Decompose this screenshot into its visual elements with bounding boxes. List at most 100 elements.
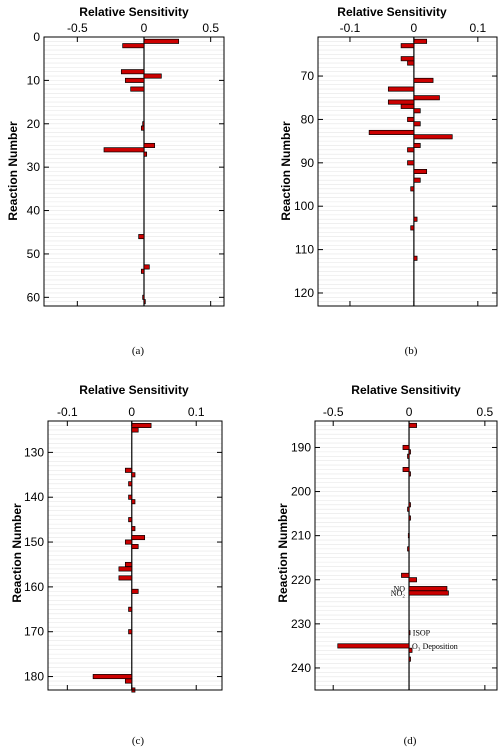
bar-reaction-149 [131,535,146,541]
bar-reaction-112 [413,255,418,261]
panel-b-caption: (b) [405,345,418,357]
bar-reaction-9 [143,73,162,79]
panel-d-xlabel: Relative Sensitivity [351,383,461,397]
y-tick-label: 160 [24,580,44,594]
x-tick-label: -0.5 [323,405,344,419]
bar-reaction-25 [143,142,156,148]
bar-reaction-238 [408,656,411,662]
bar-reaction-196 [408,471,411,477]
y-tick-label: 0 [33,30,40,44]
panel-d-caption: (d) [404,735,417,747]
bar-reaction-203 [408,502,411,508]
bar-reaction-220 [408,577,417,583]
y-tick-label: 60 [27,290,41,304]
panel-b-ylabel: Reaction Number [279,121,293,221]
y-tick-label: 40 [27,204,41,218]
bar-reaction-165 [128,606,133,612]
bar-reaction-190 [402,444,410,450]
x-tick-label: 0.5 [477,405,494,419]
bar-reaction-223 [408,590,449,596]
bar-reaction-73 [387,86,415,92]
y-tick-label: 120 [294,286,314,300]
gridlines [48,420,222,691]
bar-reaction-81 [413,121,421,127]
plot-frame [314,420,498,691]
y-tick-label: 220 [291,573,311,587]
gridlines [44,36,224,307]
bar-reaction-60 [142,294,145,300]
bar-reaction-180 [92,674,133,680]
bar-reaction-232 [408,630,411,636]
bar-reaction-161 [131,588,139,594]
y-tick-label: 110 [295,243,314,257]
bar-reaction-26 [103,147,145,153]
bar-reaction-213 [407,546,410,552]
bar-reaction-83 [368,129,415,135]
bar-reaction-181 [124,678,133,684]
bar-reaction-140 [128,494,133,500]
x-tick-label: 0.1 [188,405,205,419]
bar-reaction-46 [138,234,145,240]
bar-reaction-87 [407,147,415,153]
y-tick-label: 190 [291,440,311,454]
bar-reaction-12 [130,86,145,92]
bar-reaction-1 [143,38,180,44]
x-tick-label: 0 [128,405,135,419]
bar-reaction-53 [143,264,150,270]
panel-d-ylabel: Reaction Number [276,503,290,603]
bar-reaction-135 [131,472,136,478]
panel-c-caption: (c) [132,735,145,747]
bar-reaction-90 [407,160,415,166]
bar-reaction-236 [408,647,413,653]
y-tick-label: 70 [301,69,315,83]
bar-reaction-145 [128,517,133,523]
bar-reaction-219 [401,572,410,578]
bar-reaction-124 [131,422,152,428]
bar-reaction-92 [413,169,428,175]
bar-reaction-158 [118,575,133,581]
bar-reaction-170 [128,629,133,635]
bar-reaction-80 [407,116,415,122]
bar-reaction-20 [142,121,145,127]
y-tick-label: 200 [291,485,311,499]
annotation-label: ISOP [413,629,431,638]
bar-reaction-86 [413,142,421,148]
bar-reaction-134 [124,467,133,473]
panel-c-xlabel: Relative Sensitivity [79,383,189,397]
x-tick-label: 0 [406,405,413,419]
bar-reaction-66 [400,56,415,62]
y-tick-label: 180 [24,670,44,684]
panel-a-xlabel: Relative Sensitivity [79,5,189,19]
x-tick-label: 0.1 [469,21,486,35]
bar-reaction-71 [413,77,434,83]
bar-reaction-185 [408,422,417,428]
annotation-label: NO [393,585,405,594]
plot-frame [43,36,225,307]
plot-area [315,421,497,690]
x-tick-label: -0.1 [57,405,78,419]
y-tick-label: 240 [291,661,311,675]
panel-b-xlabel: Relative Sensitivity [337,5,447,19]
panel-d: Relative Sensitivity Reaction Number (d)… [276,383,498,747]
panel-a-ylabel: Reaction Number [6,121,20,221]
y-tick-label: 140 [24,490,44,504]
bar-reaction-63 [400,43,415,49]
panel-c-ylabel: Reaction Number [10,503,24,603]
bar-reaction-191 [408,449,411,455]
bar-reaction-103 [413,216,418,222]
y-tick-label: 230 [291,617,311,631]
panel-c: Relative Sensitivity Reaction Number (c)… [10,383,223,747]
bar-reaction-75 [413,95,440,101]
bar-reaction-62 [413,38,428,44]
bar-reaction-21 [140,125,145,131]
bar-reaction-192 [407,453,410,459]
bar-reaction-77 [400,103,415,109]
bar-reaction-67 [407,60,415,66]
bar-reaction-206 [408,515,411,521]
bar-reaction-210 [407,533,410,539]
bar-reaction-2 [122,43,145,49]
bar-reaction-76 [387,99,415,105]
plot-frame [317,36,498,307]
bar-reaction-125 [131,427,139,433]
gridlines [315,420,497,691]
